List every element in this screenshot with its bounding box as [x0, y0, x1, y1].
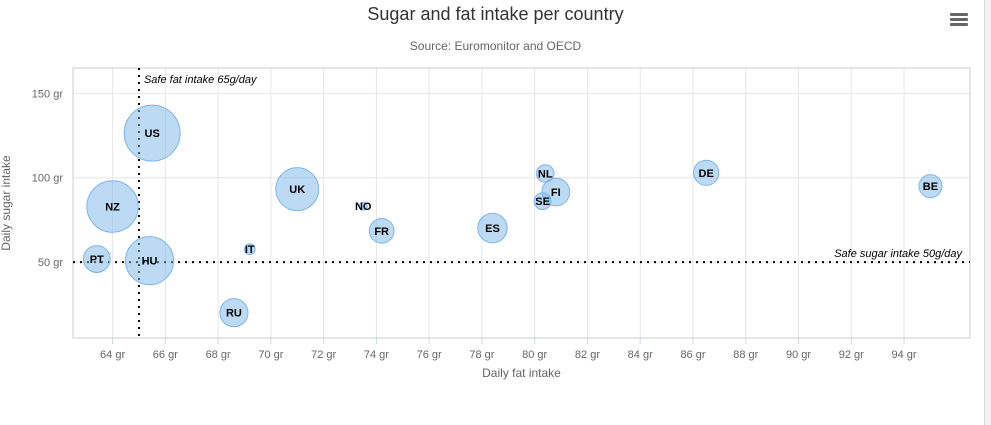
bubble-label: NZ: [105, 202, 120, 214]
x-tick-label: 80 gr: [522, 349, 547, 361]
menu-bar: [950, 13, 968, 16]
x-tick-label: 76 gr: [417, 349, 442, 361]
bubble-label: NL: [538, 168, 553, 180]
bubble-label: FI: [551, 187, 561, 199]
bubble: [219, 298, 249, 328]
scrollbar[interactable]: [984, 0, 991, 425]
x-tick-label: 66 gr: [153, 349, 178, 361]
x-tick-label: 68 gr: [206, 349, 231, 361]
x-tick-label: 74 gr: [364, 349, 389, 361]
safe-fat-label: Safe fat intake 65g/day: [144, 74, 258, 86]
bubble-label: PT: [90, 254, 104, 266]
x-tick-label: 88 gr: [733, 349, 758, 361]
bubble: [82, 245, 111, 273]
x-tick-label: 70 gr: [258, 349, 283, 361]
bubble-label: FR: [374, 226, 389, 238]
x-tick-label: 94 gr: [892, 349, 917, 361]
menu-bar: [950, 18, 968, 21]
bubble-label: UK: [289, 184, 305, 196]
bubble: [918, 174, 943, 199]
x-tick-label: 84 gr: [628, 349, 653, 361]
hamburger-menu-icon[interactable]: [946, 8, 972, 30]
bubble: [86, 180, 139, 233]
y-axis-title: Daily sugar intake: [0, 155, 13, 251]
bubble: [533, 192, 552, 211]
bubble: [243, 243, 256, 256]
bubble: [358, 201, 368, 211]
bubble-label: HU: [142, 256, 158, 268]
y-tick-label: 50 gr: [38, 257, 63, 269]
chart-title: Sugar and fat intake per country: [367, 4, 624, 24]
x-tick-label: 72 gr: [311, 349, 336, 361]
bubble-label: DE: [699, 168, 714, 180]
bubble: [693, 159, 720, 186]
x-tick-label: 78 gr: [469, 349, 494, 361]
x-axis-title: Daily fat intake: [482, 366, 561, 380]
bubble-label: BE: [923, 181, 938, 193]
x-tick-label: 92 gr: [839, 349, 864, 361]
y-tick-label: 150 gr: [32, 88, 64, 100]
bubble: [535, 164, 555, 183]
bubble: [477, 212, 508, 244]
bubble-label: RU: [226, 308, 242, 320]
bubble-label: IT: [245, 244, 255, 256]
bubble-label: US: [145, 128, 160, 140]
chart-subtitle: Source: Euromonitor and OECD: [409, 39, 582, 53]
y-tick-label: 100 gr: [32, 173, 64, 185]
plot-border: [72, 67, 971, 339]
bubble: [124, 236, 175, 286]
safe-sugar-label: Safe sugar intake 50g/day: [834, 248, 963, 260]
x-tick-label: 90 gr: [786, 349, 811, 361]
bubble-label: NO: [355, 201, 372, 213]
x-tick-label: 86 gr: [680, 349, 705, 361]
bubble: [275, 167, 320, 212]
bubble-label: SE: [535, 196, 550, 208]
bubble: [368, 217, 395, 244]
bubble: [123, 104, 181, 162]
x-tick-label: 64 gr: [100, 349, 125, 361]
menu-bar: [950, 23, 968, 26]
bubble-label: ES: [485, 223, 500, 235]
x-tick-label: 82 gr: [575, 349, 600, 361]
